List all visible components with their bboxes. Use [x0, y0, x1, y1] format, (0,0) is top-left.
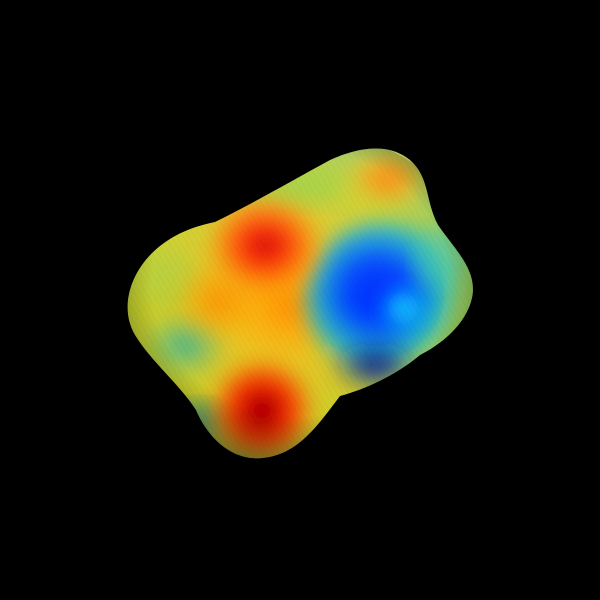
molecular-surface — [127, 148, 473, 459]
render-viewport[interactable] — [0, 0, 600, 600]
